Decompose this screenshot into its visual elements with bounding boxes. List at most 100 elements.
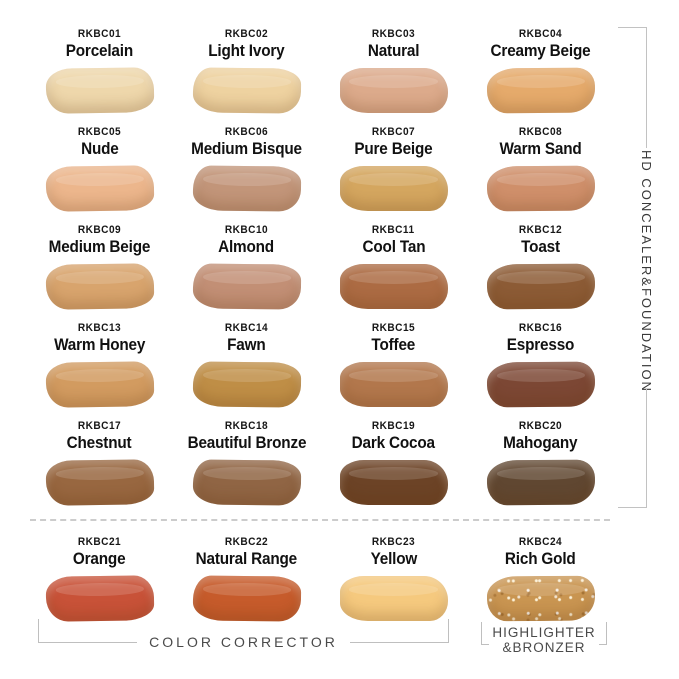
shade-cell: RKBC11 Cool Tan	[320, 221, 467, 319]
shade-name: Creamy Beige	[490, 41, 591, 60]
shade-cell: RKBC02 Light Ivory	[173, 25, 320, 123]
shade-cell: RKBC08 Warm Sand	[467, 123, 614, 221]
shade-name: Nude	[80, 139, 119, 158]
shade-code: RKBC10	[224, 224, 269, 236]
shade-cell: RKBC14 Fawn	[173, 319, 320, 417]
shade-name: Warm Honey	[53, 335, 146, 354]
shade-name: Medium Bisque	[191, 139, 302, 158]
shade-swatch	[486, 67, 595, 114]
shade-swatch	[486, 459, 595, 506]
bracket-tick	[38, 619, 39, 643]
shade-swatch	[486, 165, 595, 212]
shade-code: RKBC17	[77, 420, 122, 432]
shade-code: RKBC14	[224, 322, 269, 334]
shade-code: RKBC04	[518, 28, 563, 40]
shade-code: RKBC09	[77, 224, 122, 236]
highlighter-bronzer-bracket: HIGHLIGHTER &BRONZER	[481, 621, 607, 655]
shade-swatch	[45, 361, 154, 408]
bracket-line	[618, 27, 647, 28]
highlighter-label-line1: HIGHLIGHTER	[492, 625, 596, 640]
shade-cell: RKBC21 Orange	[26, 533, 173, 631]
shade-cell: RKBC24 Rich Gold	[467, 533, 614, 631]
shade-name: Espresso	[506, 335, 575, 354]
shade-swatch	[192, 361, 301, 408]
shade-name: Chestnut	[67, 433, 132, 452]
shade-swatch	[339, 264, 448, 309]
swatch-grid: RKBC01 Porcelain RKBC02 Light Ivory RKBC03 Na…	[26, 25, 614, 631]
shade-swatch	[339, 68, 448, 113]
highlighter-bronzer-label: HIGHLIGHTER &BRONZER	[489, 621, 599, 655]
shade-cell: RKBC19 Dark Cocoa	[320, 417, 467, 515]
shade-code: RKBC01	[77, 28, 122, 40]
shade-name: Toast	[521, 237, 560, 256]
shade-code: RKBC13	[77, 322, 122, 334]
shade-name: Medium Beige	[48, 237, 151, 256]
shade-name: Pure Beige	[354, 139, 433, 158]
shade-cell: RKBC17 Chestnut	[26, 417, 173, 515]
bracket-line	[646, 389, 647, 507]
shade-name: Warm Sand	[499, 139, 582, 158]
shade-cell: RKBC04 Creamy Beige	[467, 25, 614, 123]
shade-name: Dark Cocoa	[351, 433, 436, 452]
color-corrector-label: COLOR CORRECTOR	[149, 634, 338, 650]
shade-name: Fawn	[227, 335, 266, 354]
shade-cell: RKBC20 Mahogany	[467, 417, 614, 515]
shade-swatch	[486, 263, 595, 310]
shade-name: Orange	[73, 549, 126, 568]
shade-swatch	[192, 459, 301, 506]
shade-cell: RKBC05 Nude	[26, 123, 173, 221]
shade-name: Toffee	[371, 335, 416, 354]
shade-code: RKBC08	[518, 126, 563, 138]
shade-name: Almond	[218, 237, 275, 256]
shade-code: RKBC24	[518, 536, 563, 548]
bracket-line	[39, 642, 138, 643]
shade-swatch	[339, 576, 448, 621]
bracket-corner	[599, 622, 607, 645]
shade-cell: RKBC22 Natural Range	[173, 533, 320, 631]
shade-name: Beautiful Bronze	[187, 433, 306, 452]
shade-cell: RKBC18 Beautiful Bronze	[173, 417, 320, 515]
shade-name: Light Ivory	[208, 41, 285, 60]
color-corrector-bracket: COLOR CORRECTOR	[38, 619, 449, 650]
shade-name: Mahogany	[503, 433, 578, 452]
category-divider	[30, 519, 610, 521]
shade-swatch	[192, 575, 301, 622]
shade-cell: RKBC07 Pure Beige	[320, 123, 467, 221]
shade-code: RKBC03	[371, 28, 416, 40]
shade-swatch	[192, 165, 301, 212]
shade-code: RKBC18	[224, 420, 269, 432]
shade-swatch	[45, 165, 154, 212]
shade-code: RKBC15	[371, 322, 416, 334]
shade-name: Cool Tan	[362, 237, 425, 256]
shade-code: RKBC19	[371, 420, 416, 432]
shade-code: RKBC23	[371, 536, 416, 548]
shade-code: RKBC02	[224, 28, 269, 40]
shade-swatch	[45, 263, 154, 310]
shade-cell: RKBC10 Almond	[173, 221, 320, 319]
shade-cell: RKBC13 Warm Honey	[26, 319, 173, 417]
shade-swatch	[339, 362, 448, 407]
shade-swatch	[45, 575, 154, 622]
shade-swatch	[192, 263, 301, 310]
shade-cell: RKBC23 Yellow	[320, 533, 467, 631]
shade-swatch	[45, 67, 154, 114]
shade-cell: RKBC06 Medium Bisque	[173, 123, 320, 221]
foundation-group-label: HD CONCEALER&FOUNDATION	[639, 150, 654, 393]
shade-name: Rich Gold	[505, 549, 576, 568]
highlighter-label-line2: &BRONZER	[502, 640, 586, 655]
shade-code: RKBC06	[224, 126, 269, 138]
shade-name: Natural	[367, 41, 420, 60]
bracket-tick	[448, 619, 449, 643]
shade-cell: RKBC09 Medium Beige	[26, 221, 173, 319]
bracket-line	[646, 27, 647, 148]
shade-code: RKBC20	[518, 420, 563, 432]
shade-swatch	[192, 67, 301, 114]
shade-code: RKBC11	[372, 224, 415, 236]
shade-code: RKBC22	[224, 536, 269, 548]
shade-name: Natural Range	[195, 549, 298, 568]
bracket-line	[349, 642, 448, 643]
shade-code: RKBC21	[77, 536, 122, 548]
shade-swatch	[486, 575, 595, 622]
shade-name: Porcelain	[65, 41, 134, 60]
